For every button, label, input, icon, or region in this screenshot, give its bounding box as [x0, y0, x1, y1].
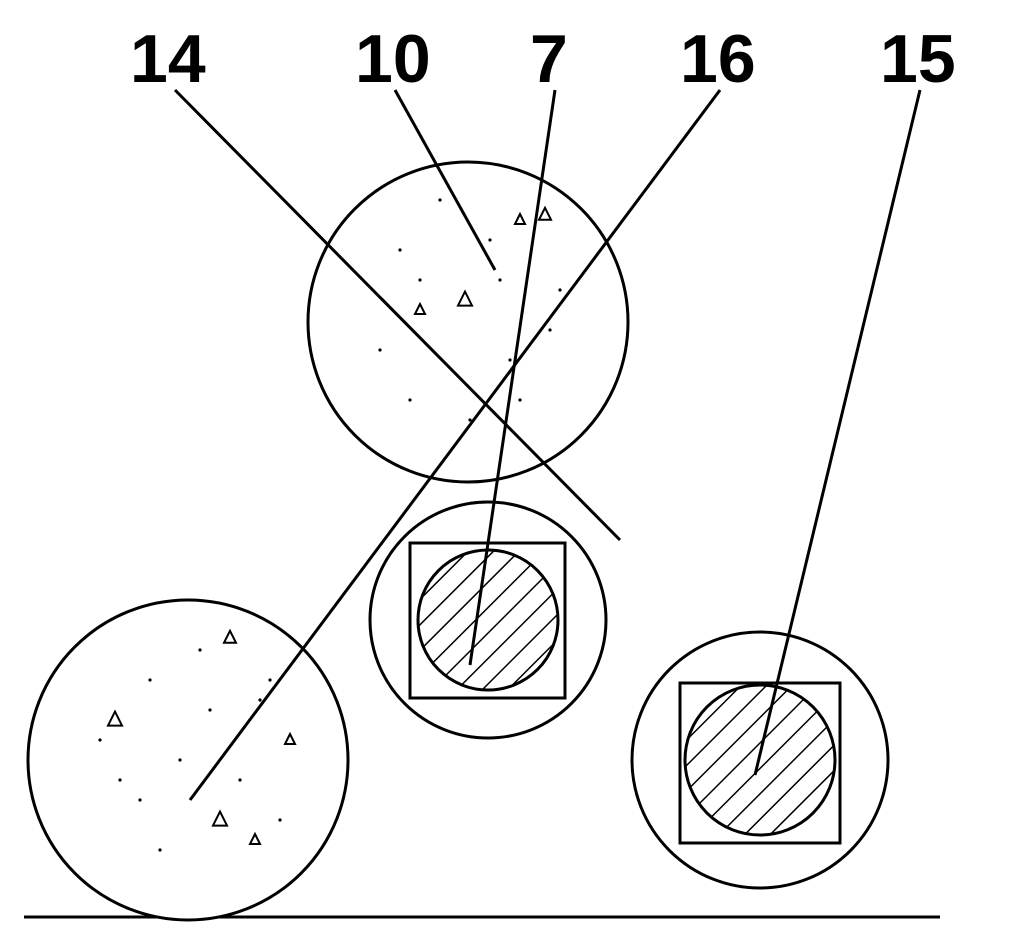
speckle-dot — [208, 708, 211, 711]
speckle-dot — [408, 398, 411, 401]
technical-diagram — [0, 0, 1035, 935]
speckle-dot — [278, 818, 281, 821]
speckle-dot — [158, 848, 161, 851]
label-16: 16 — [680, 20, 756, 98]
speckle-dot — [548, 328, 551, 331]
speckle-dot — [98, 738, 101, 741]
speckle-dot — [118, 778, 121, 781]
speckle-dot — [418, 278, 421, 281]
speckle-dot — [518, 398, 521, 401]
label-15: 15 — [880, 20, 956, 98]
speckle-dot — [558, 288, 561, 291]
speckle-dot — [398, 248, 401, 251]
speckle-dot — [268, 678, 271, 681]
middle-hatched-circle — [418, 550, 558, 690]
bottom-left-speckled-circle — [28, 600, 348, 920]
label-14: 14 — [130, 20, 206, 98]
label-7: 7 — [530, 20, 568, 98]
speckle-dot — [508, 358, 511, 361]
speckle-dot — [488, 238, 491, 241]
label-10: 10 — [355, 20, 431, 98]
speckle-dot — [498, 278, 501, 281]
speckle-dot — [148, 678, 151, 681]
speckle-dot — [238, 778, 241, 781]
speckle-dot — [438, 198, 441, 201]
speckle-dot — [198, 648, 201, 651]
speckle-dot — [178, 758, 181, 761]
speckle-dot — [258, 698, 261, 701]
top-speckled-circle — [308, 162, 628, 482]
speckle-dot — [138, 798, 141, 801]
speckle-dot — [378, 348, 381, 351]
